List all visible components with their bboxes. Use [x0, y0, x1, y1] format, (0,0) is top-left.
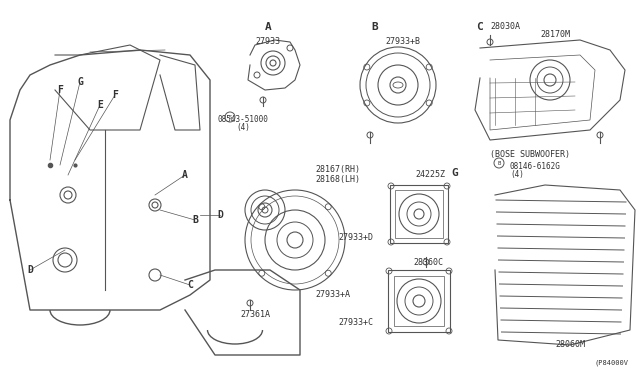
Text: 08146-6162G: 08146-6162G	[510, 162, 561, 171]
Text: (4): (4)	[236, 123, 250, 132]
Text: 28170M: 28170M	[540, 30, 570, 39]
Text: D: D	[27, 265, 33, 275]
Text: 28168(LH): 28168(LH)	[315, 175, 360, 184]
Text: A: A	[264, 22, 271, 32]
Text: C: C	[477, 22, 483, 32]
Text: A: A	[182, 170, 188, 180]
Text: (BOSE SUBWOOFER): (BOSE SUBWOOFER)	[490, 150, 570, 159]
Text: D: D	[217, 210, 223, 220]
Text: E: E	[97, 100, 103, 110]
Text: 27933+C: 27933+C	[338, 318, 373, 327]
Text: C: C	[187, 280, 193, 290]
Text: 27933+B: 27933+B	[385, 37, 420, 46]
Text: G: G	[77, 77, 83, 87]
Text: (P84000V: (P84000V	[595, 360, 629, 366]
Text: 27933: 27933	[255, 37, 280, 46]
Text: 27933+D: 27933+D	[338, 233, 373, 242]
Text: 27361A: 27361A	[240, 310, 270, 319]
Bar	[390, 185, 448, 243]
Text: 27933+A: 27933+A	[315, 290, 350, 299]
Text: 28167(RH): 28167(RH)	[315, 165, 360, 174]
Text: F: F	[112, 90, 118, 100]
Text: 08543-51000: 08543-51000	[218, 115, 268, 124]
Text: 28060M: 28060M	[555, 340, 585, 349]
Text: F: F	[57, 85, 63, 95]
Text: S: S	[228, 115, 232, 119]
Bar	[394, 276, 444, 326]
Text: (4): (4)	[510, 170, 524, 179]
Text: G: G	[452, 168, 458, 178]
Text: 28360C: 28360C	[413, 258, 443, 267]
Text: 28030A: 28030A	[490, 22, 520, 31]
Bar	[395, 190, 443, 238]
Text: B: B	[372, 22, 378, 32]
Text: 24225Z: 24225Z	[415, 170, 445, 179]
Bar	[388, 270, 450, 332]
Text: B: B	[497, 160, 500, 166]
Text: B: B	[192, 215, 198, 225]
